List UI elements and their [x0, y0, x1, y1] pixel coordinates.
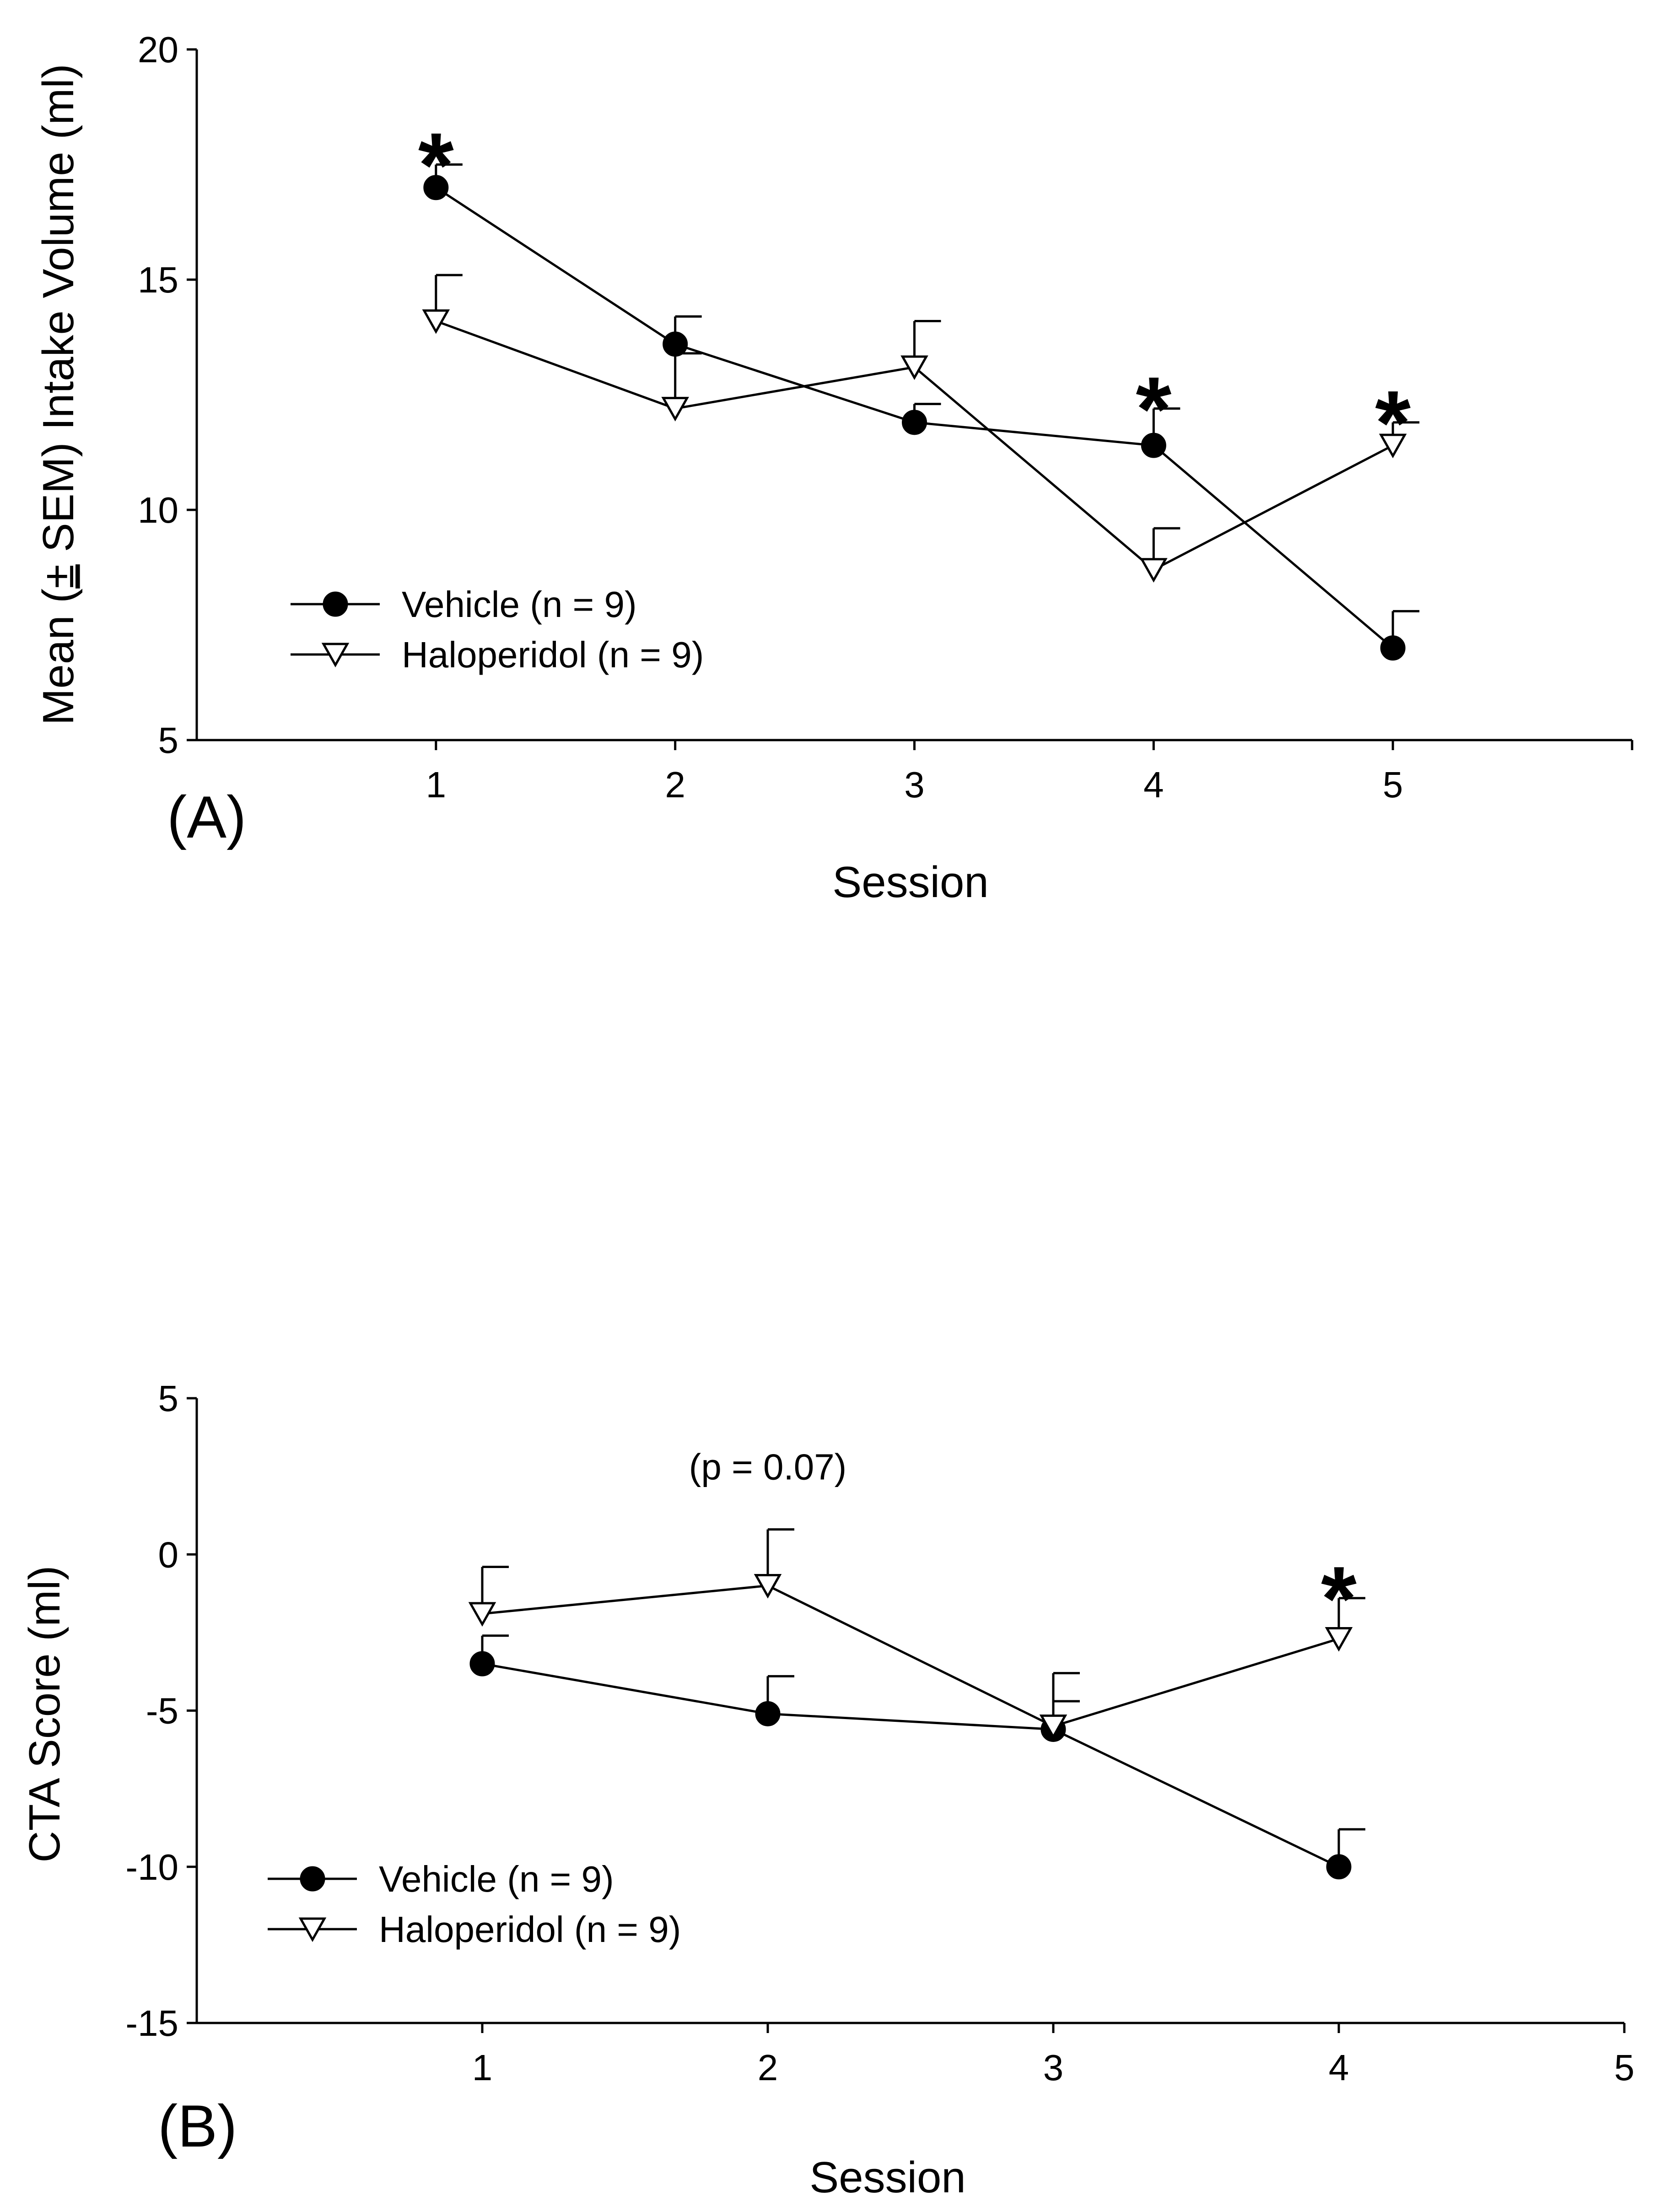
y-tick-label: -5 — [146, 1691, 178, 1731]
legend-marker-haloperidol-icon — [298, 1917, 327, 1942]
data-point-haloperidol — [1140, 558, 1168, 583]
x-tick-label: 2 — [665, 764, 685, 805]
data-point-haloperidol — [468, 1602, 496, 1627]
data-point-haloperidol — [754, 1574, 782, 1599]
legend-marker-haloperidol-icon — [321, 643, 350, 668]
p-value-annotation: (p = 0.07) — [689, 1446, 847, 1487]
data-point-vehicle — [755, 1701, 781, 1726]
panel-a-y-axis-title: Mean (± SEM) Intake Volume (ml) — [34, 64, 83, 725]
data-point-haloperidol — [661, 397, 689, 422]
panel-a-legend: Vehicle (n = 9) Haloperidol (n = 9) — [291, 584, 704, 675]
y-tick-label: -15 — [125, 2003, 178, 2044]
panel-a-chart: 5 10 15 20 1 2 3 4 5 Mean (± SEM) Intake Volume… — [34, 29, 1633, 907]
y-tick-label: 5 — [158, 1378, 179, 1419]
data-point-vehicle — [663, 331, 688, 357]
series-line-haloperidol — [482, 1584, 1339, 1728]
panel-b-label: (B) — [158, 2093, 237, 2159]
data-point-vehicle — [902, 410, 927, 435]
data-point-vehicle — [469, 1651, 495, 1677]
panel-b-x-axis-title: Session — [809, 2153, 966, 2202]
x-tick-label: 1 — [426, 764, 447, 805]
panel-b-legend: Vehicle (n = 9) Haloperidol (n = 9) — [268, 1859, 681, 1950]
significance-star: * — [418, 114, 454, 216]
panel-a-x-axis-title: Session — [832, 858, 989, 907]
y-tick-label: 0 — [158, 1534, 179, 1575]
data-point-vehicle — [423, 175, 449, 200]
legend-marker-vehicle-icon — [323, 591, 348, 617]
data-point-vehicle — [1141, 433, 1166, 458]
x-tick-label: 4 — [1329, 2047, 1349, 2088]
y-tick-label: 15 — [138, 260, 178, 300]
data-point-haloperidol — [1379, 433, 1407, 459]
data-point-haloperidol — [1325, 1627, 1353, 1652]
x-tick-label: 1 — [472, 2047, 493, 2088]
panel-b-y-axis-title: CTA Score (ml) — [20, 1566, 69, 1863]
legend-label-haloperidol: Haloperidol (n = 9) — [379, 1909, 681, 1950]
legend-label-vehicle: Vehicle (n = 9) — [402, 584, 637, 625]
significance-star: * — [1321, 1548, 1357, 1650]
legend-label-vehicle: Vehicle (n = 9) — [379, 1859, 614, 1899]
y-tick-label: 20 — [138, 29, 178, 70]
data-point-vehicle — [1326, 1854, 1352, 1880]
y-tick-label: -10 — [125, 1847, 178, 1888]
x-tick-label: 5 — [1614, 2047, 1635, 2088]
x-tick-label: 4 — [1143, 764, 1164, 805]
x-tick-label: 3 — [904, 764, 925, 805]
legend-marker-vehicle-icon — [300, 1866, 325, 1892]
y-tick-label: 5 — [158, 720, 179, 761]
x-tick-label: 5 — [1383, 764, 1403, 805]
x-tick-label: 3 — [1043, 2047, 1064, 2088]
x-tick-label: 2 — [758, 2047, 778, 2088]
significance-star: * — [1375, 372, 1411, 474]
legend-label-haloperidol: Haloperidol (n = 9) — [402, 634, 704, 675]
data-point-haloperidol — [422, 309, 450, 334]
data-point-haloperidol — [1039, 1714, 1067, 1739]
significance-star: * — [1136, 358, 1171, 460]
series-line-vehicle — [482, 1662, 1340, 1868]
data-point-haloperidol — [900, 355, 928, 380]
y-tick-label: 10 — [138, 490, 178, 530]
data-point-vehicle — [1380, 635, 1406, 661]
panel-a-label: (A) — [167, 784, 246, 850]
